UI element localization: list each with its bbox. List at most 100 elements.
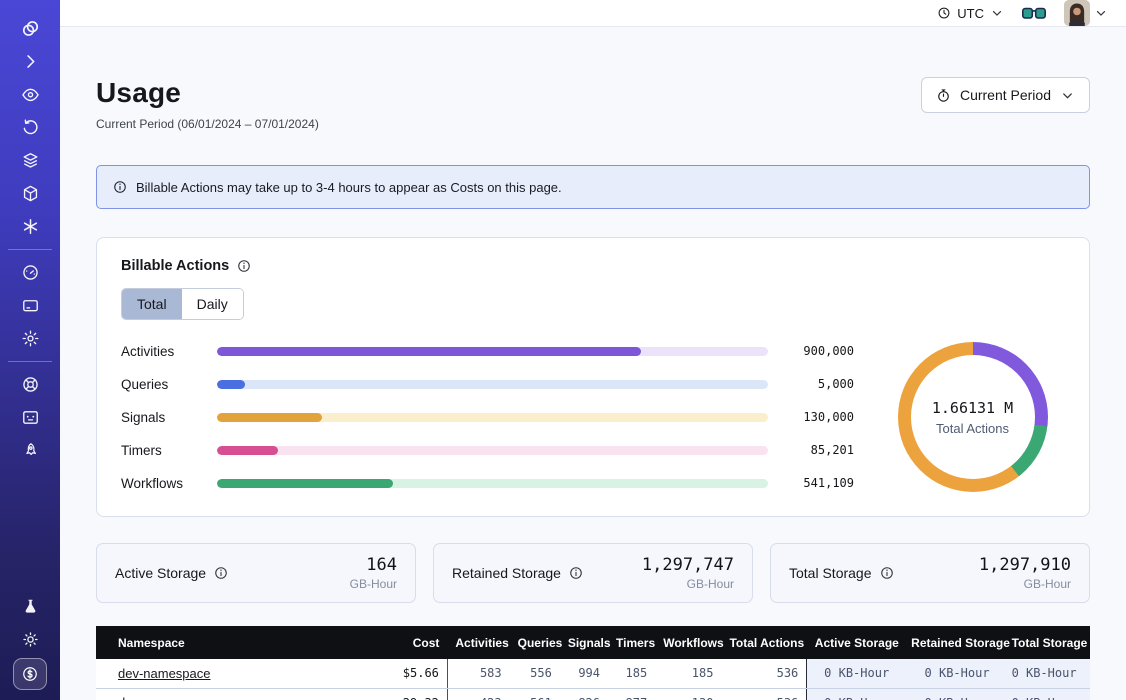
- col-active-storage: Active Storage: [806, 626, 904, 659]
- info-icon[interactable]: [880, 566, 894, 580]
- info-icon[interactable]: [214, 566, 228, 580]
- billable-actions-title-text: Billable Actions: [121, 258, 230, 274]
- history-icon[interactable]: [12, 113, 48, 143]
- col-workflows: Workflows: [655, 626, 724, 659]
- timezone-selector[interactable]: UTC: [937, 6, 1004, 21]
- col-retained-storage: Retained Storage: [903, 626, 1010, 659]
- workflows-cell: 185: [655, 659, 722, 689]
- col-total-storage: Total Storage: [1003, 626, 1090, 659]
- retained-storage-card: Retained Storage 1,297,747 GB-Hour: [433, 543, 753, 603]
- info-icon[interactable]: [237, 259, 251, 273]
- support-lifering-icon[interactable]: [12, 370, 48, 400]
- content: Usage Current Period (06/01/2024 – 07/01…: [60, 27, 1126, 700]
- active-storage-cell: 0 KB-Hour: [806, 659, 904, 689]
- info-icon[interactable]: [569, 566, 583, 580]
- usage-gauge-icon[interactable]: [12, 258, 48, 288]
- billing-card-icon[interactable]: [12, 291, 48, 321]
- cost-cell: $5.66: [351, 659, 448, 689]
- namespace-cell: dev-namespace: [96, 688, 352, 700]
- theme-sun-icon[interactable]: [12, 625, 48, 655]
- namespace-link[interactable]: dev-namespace: [118, 695, 211, 700]
- bar-row-workflows: Workflows 541,109: [121, 476, 854, 491]
- bar-track: [217, 478, 768, 488]
- settings-gear-icon[interactable]: [12, 324, 48, 354]
- feedback-glasses-icon[interactable]: [1022, 6, 1046, 21]
- storage-label-text: Total Storage: [789, 565, 872, 581]
- page-title: Usage: [96, 77, 182, 108]
- namespaces-eye-icon[interactable]: [12, 80, 48, 110]
- timers-cell: 185: [608, 659, 656, 689]
- sidebar-divider: [8, 361, 52, 362]
- col-total-actions: Total Actions: [721, 626, 807, 659]
- rocket-icon[interactable]: [12, 436, 48, 466]
- total-actions-cell: 536: [721, 688, 807, 700]
- storage-unit: GB-Hour: [1023, 577, 1071, 591]
- storage-label-text: Retained Storage: [452, 565, 561, 581]
- col-cost: Cost: [351, 626, 448, 659]
- bar-value: 5,000: [817, 377, 854, 391]
- layers-icon[interactable]: [12, 146, 48, 176]
- timezone-label: UTC: [957, 5, 984, 21]
- namespace-usage-table: Namespace Cost Activities Queries Signal…: [96, 626, 1090, 700]
- bar-row-timers: Timers 85,201: [121, 443, 854, 458]
- col-namespace: Namespace: [96, 626, 352, 659]
- total-actions-label: Total Actions: [936, 420, 1009, 436]
- bar-track: [217, 412, 768, 422]
- current-period-label: Current Period: [959, 87, 1051, 103]
- bar-label: Activities: [121, 343, 175, 359]
- labs-flask-icon[interactable]: [12, 592, 48, 622]
- docs-terminal-icon[interactable]: [12, 403, 48, 433]
- bar-track: [217, 445, 768, 455]
- storage-label: Active Storage: [115, 565, 228, 581]
- tab-total[interactable]: Total: [122, 289, 182, 319]
- namespace-cell: dev-namespace: [96, 659, 352, 689]
- bar-track: [217, 379, 768, 389]
- current-period-button[interactable]: Current Period: [920, 77, 1090, 113]
- col-timers: Timers: [608, 626, 656, 659]
- bar-value: 130,000: [803, 410, 854, 424]
- billable-view-toggle: Total Daily: [121, 288, 244, 320]
- timers-cell: 877: [608, 688, 656, 700]
- bar-fill: [217, 478, 394, 488]
- user-menu[interactable]: [1064, 0, 1108, 26]
- bar-row-activities: Activities 900,000: [121, 344, 854, 359]
- bar-value: 900,000: [803, 344, 854, 358]
- bar-label: Workflows: [121, 475, 184, 491]
- temporal-logo-icon[interactable]: [12, 14, 48, 44]
- activities-cell: 423: [446, 688, 510, 700]
- retained-storage-cell: 0 KB-Hour: [903, 659, 1004, 689]
- donut-center: 1.66131 M Total Actions: [910, 355, 1035, 479]
- signals-cell: 826: [559, 688, 609, 700]
- bar-chart: Activities 900,000 Queries 5,000 Signals: [121, 344, 880, 491]
- period-subtitle: Current Period (06/01/2024 – 07/01/2024): [96, 117, 319, 131]
- bar-value: 85,201: [810, 443, 854, 457]
- info-banner-text: Billable Actions may take up to 3-4 hour…: [136, 179, 562, 195]
- storage-cards: Active Storage 164 GB-Hour Retained Stor…: [96, 543, 1090, 603]
- storage-label: Retained Storage: [452, 565, 583, 581]
- table-row: dev-namespace 29.32 423 561 826 877 130 …: [96, 688, 1090, 700]
- total-storage-cell: 0 KB-Hour: [1003, 659, 1090, 689]
- billable-actions-card: Billable Actions Total Daily Activities …: [96, 237, 1090, 517]
- col-activities: Activities: [447, 626, 510, 659]
- tab-daily[interactable]: Daily: [181, 289, 243, 319]
- queries-cell: 556: [509, 659, 560, 689]
- storage-label-text: Active Storage: [115, 565, 207, 581]
- storage-unit: GB-Hour: [349, 577, 397, 591]
- namespace-link[interactable]: dev-namespace: [118, 665, 211, 681]
- clock-icon: [938, 7, 950, 19]
- pricing-dollar-icon[interactable]: [13, 658, 47, 690]
- workflows-cell: 130: [655, 688, 722, 700]
- collapse-chevron-icon[interactable]: [12, 47, 48, 77]
- main-area: UTC Usage Current Period (06/01/2024 – 0…: [60, 0, 1126, 700]
- bar-fill: [217, 379, 245, 389]
- sidebar-divider: [8, 249, 52, 250]
- retained-storage-cell: 0 KB-Hour: [903, 688, 1004, 700]
- cube-icon[interactable]: [12, 179, 48, 209]
- nexus-asterisk-icon[interactable]: [12, 212, 48, 242]
- activities-cell: 583: [446, 659, 510, 689]
- avatar: [1064, 0, 1090, 26]
- info-icon: [114, 181, 126, 193]
- info-banner: Billable Actions may take up to 3-4 hour…: [96, 165, 1090, 209]
- active-storage-card: Active Storage 164 GB-Hour: [96, 543, 416, 603]
- active-storage-cell: 0 KB-Hour: [806, 688, 904, 700]
